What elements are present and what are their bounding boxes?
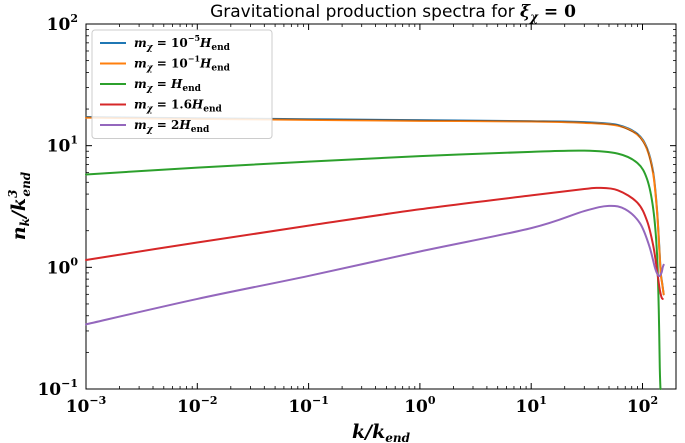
series-line-2: [85, 149, 662, 390]
x-tick-label: 10−2: [177, 394, 218, 417]
x-tick-label: 100: [404, 394, 436, 417]
y-tick-label: 102: [47, 12, 78, 35]
x-tick-label: 10−1: [288, 394, 329, 417]
legend-box: [91, 29, 273, 139]
legend-entry: mχ = 1.6Hend: [134, 98, 223, 115]
y-tick-label: 100: [47, 255, 79, 278]
minor-ticks: [86, 24, 677, 389]
x-axis-label: k/kend: [352, 421, 411, 443]
x-tick-label: 102: [627, 394, 658, 417]
series-line-1: [85, 116, 665, 296]
x-tick-label: 101: [516, 394, 547, 417]
tick-labels: 10−3 10−2 10−1 100 101 102 10−1 100 101 102: [37, 12, 658, 417]
chart-title: Gravitational production spectra for ξχ …: [210, 2, 576, 24]
y-axis-label: nk/k3end: [6, 171, 33, 240]
y-tick-label: 10−1: [37, 377, 78, 400]
series-line-4: [85, 204, 665, 326]
series-lines: [85, 116, 665, 390]
series-line-3: [85, 186, 664, 300]
legend-entry: mχ = 2Hend: [134, 118, 210, 135]
legend-entry: mχ = 10−5Hend: [134, 33, 231, 53]
major-ticks: [85, 23, 676, 390]
legend-entry: mχ = Hend: [134, 77, 202, 94]
x-tick-label: 10−3: [66, 394, 107, 417]
legend-entry: mχ = 10−1Hend: [134, 54, 231, 74]
y-tick-label: 101: [47, 134, 78, 157]
